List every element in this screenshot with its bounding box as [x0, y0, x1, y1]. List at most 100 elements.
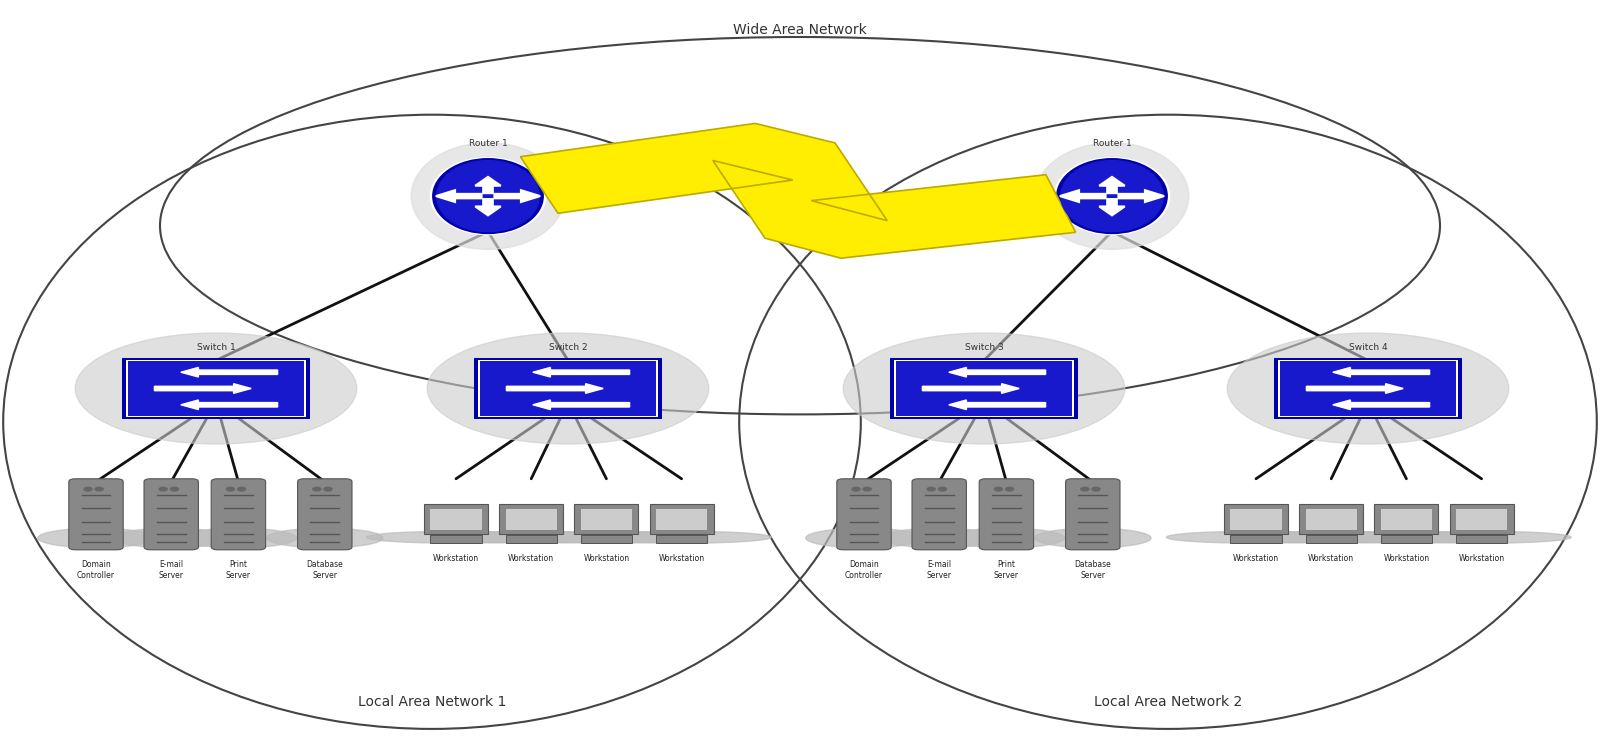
Ellipse shape	[1061, 161, 1163, 232]
Text: Print
Server: Print Server	[994, 560, 1019, 579]
FancyArrow shape	[922, 384, 1019, 394]
Circle shape	[238, 488, 246, 491]
FancyBboxPatch shape	[1456, 509, 1507, 530]
FancyBboxPatch shape	[506, 509, 557, 530]
FancyBboxPatch shape	[1230, 509, 1282, 530]
FancyArrow shape	[181, 368, 278, 377]
Polygon shape	[520, 124, 1075, 258]
Circle shape	[995, 488, 1002, 491]
FancyBboxPatch shape	[1381, 536, 1432, 543]
FancyBboxPatch shape	[979, 479, 1034, 550]
Text: Switch 1: Switch 1	[197, 343, 235, 352]
FancyArrow shape	[435, 190, 482, 202]
Text: Workstation: Workstation	[1309, 554, 1354, 563]
Circle shape	[864, 488, 872, 491]
FancyBboxPatch shape	[474, 358, 662, 419]
FancyArrow shape	[1059, 190, 1106, 202]
Ellipse shape	[517, 531, 696, 543]
FancyArrow shape	[949, 400, 1046, 410]
Ellipse shape	[267, 528, 382, 548]
FancyBboxPatch shape	[1374, 504, 1438, 534]
Text: Switch 2: Switch 2	[549, 343, 587, 352]
Text: Workstation: Workstation	[1384, 554, 1429, 563]
FancyBboxPatch shape	[650, 504, 714, 534]
FancyArrow shape	[533, 368, 629, 377]
Ellipse shape	[1035, 143, 1189, 249]
Ellipse shape	[114, 528, 229, 548]
FancyBboxPatch shape	[896, 361, 1072, 416]
FancyBboxPatch shape	[1280, 361, 1456, 416]
Text: Print
Server: Print Server	[226, 560, 251, 579]
Circle shape	[227, 488, 235, 491]
FancyBboxPatch shape	[1278, 360, 1458, 417]
FancyArrow shape	[506, 384, 603, 394]
Circle shape	[96, 488, 104, 491]
Ellipse shape	[427, 333, 709, 444]
FancyBboxPatch shape	[128, 361, 304, 416]
Ellipse shape	[806, 528, 922, 548]
Text: Switch 3: Switch 3	[965, 343, 1003, 352]
Ellipse shape	[882, 528, 997, 548]
Ellipse shape	[1392, 531, 1571, 543]
FancyBboxPatch shape	[298, 479, 352, 550]
FancyBboxPatch shape	[1306, 536, 1357, 543]
Circle shape	[323, 488, 333, 491]
Text: Domain
Controller: Domain Controller	[845, 560, 883, 579]
Ellipse shape	[1056, 159, 1168, 234]
FancyBboxPatch shape	[656, 509, 707, 530]
FancyBboxPatch shape	[126, 360, 306, 417]
FancyBboxPatch shape	[506, 536, 557, 543]
Ellipse shape	[1035, 528, 1150, 548]
FancyBboxPatch shape	[1299, 504, 1363, 534]
FancyBboxPatch shape	[430, 536, 482, 543]
FancyBboxPatch shape	[894, 360, 1074, 417]
Text: E-mail
Server: E-mail Server	[926, 560, 952, 579]
Circle shape	[171, 488, 179, 491]
Circle shape	[160, 488, 168, 491]
Text: Workstation: Workstation	[434, 554, 478, 563]
Ellipse shape	[75, 333, 357, 444]
Text: Workstation: Workstation	[659, 554, 704, 563]
Circle shape	[1006, 488, 1014, 491]
Ellipse shape	[949, 528, 1064, 548]
Circle shape	[1091, 488, 1101, 491]
FancyBboxPatch shape	[1066, 479, 1120, 550]
Circle shape	[938, 488, 947, 491]
Text: Local Area Network 1: Local Area Network 1	[358, 695, 506, 708]
Ellipse shape	[843, 333, 1125, 444]
FancyBboxPatch shape	[211, 479, 266, 550]
FancyArrow shape	[1099, 199, 1125, 215]
Text: Database
Server: Database Server	[1075, 560, 1110, 579]
FancyBboxPatch shape	[122, 358, 310, 419]
FancyBboxPatch shape	[656, 536, 707, 543]
FancyBboxPatch shape	[890, 358, 1078, 419]
Text: Local Area Network 2: Local Area Network 2	[1094, 695, 1242, 708]
FancyArrow shape	[1333, 400, 1430, 410]
Ellipse shape	[442, 531, 621, 543]
Text: Wide Area Network: Wide Area Network	[733, 23, 867, 36]
Ellipse shape	[1317, 531, 1496, 543]
Text: Switch 4: Switch 4	[1349, 343, 1387, 352]
FancyArrow shape	[181, 400, 278, 410]
FancyBboxPatch shape	[581, 509, 632, 530]
FancyBboxPatch shape	[1456, 536, 1507, 543]
Text: Workstation: Workstation	[509, 554, 554, 563]
FancyBboxPatch shape	[424, 504, 488, 534]
Ellipse shape	[432, 159, 544, 234]
FancyBboxPatch shape	[430, 509, 482, 530]
FancyArrow shape	[1333, 368, 1430, 377]
Text: E-mail
Server: E-mail Server	[158, 560, 184, 579]
FancyBboxPatch shape	[912, 479, 966, 550]
Circle shape	[928, 488, 934, 491]
Ellipse shape	[430, 158, 546, 235]
Text: Workstation: Workstation	[584, 554, 629, 563]
FancyBboxPatch shape	[480, 361, 656, 416]
Text: Workstation: Workstation	[1459, 554, 1504, 563]
FancyArrow shape	[949, 368, 1046, 377]
FancyBboxPatch shape	[499, 504, 563, 534]
Ellipse shape	[592, 531, 771, 543]
FancyBboxPatch shape	[581, 536, 632, 543]
Text: Domain
Controller: Domain Controller	[77, 560, 115, 579]
Ellipse shape	[411, 143, 565, 249]
FancyBboxPatch shape	[574, 504, 638, 534]
